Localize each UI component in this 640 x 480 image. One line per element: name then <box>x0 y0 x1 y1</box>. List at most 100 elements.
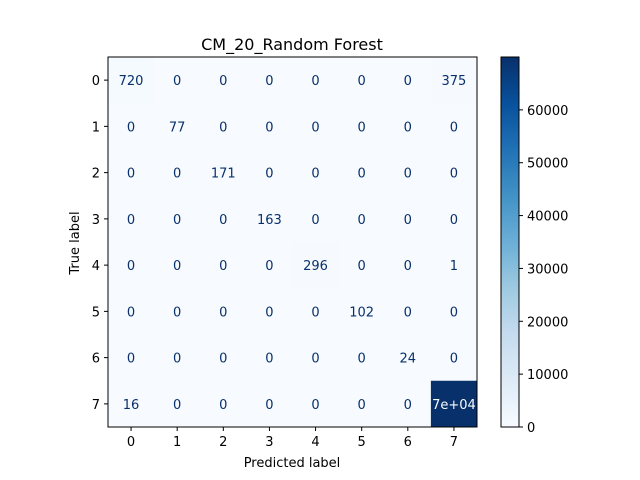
cell-value-label: 0 <box>219 74 227 89</box>
colorbar-tick-label: 40000 <box>527 210 568 225</box>
heatmap-cell <box>200 103 247 150</box>
heatmap-cell <box>246 57 293 104</box>
cell-value-label: 1 <box>450 259 458 274</box>
cell-value-label: 0 <box>265 398 273 413</box>
cell-value-label: 0 <box>173 259 181 274</box>
x-tick-label: 1 <box>173 435 181 450</box>
cell-value-label: 0 <box>127 120 135 135</box>
cell-value-label: 0 <box>219 398 227 413</box>
cell-value-label: 0 <box>173 398 181 413</box>
heatmap-cell <box>200 288 247 335</box>
cell-value-label: 0 <box>358 213 366 228</box>
cell-value-label: 163 <box>257 213 282 228</box>
heatmap-cell <box>292 334 340 382</box>
cell-value-label: 0 <box>265 120 273 135</box>
colorbar-tick-label: 0 <box>527 421 535 436</box>
heatmap-cell <box>292 288 340 335</box>
heatmap-cell <box>292 149 340 197</box>
colorbar-tick-label: 30000 <box>527 262 568 277</box>
cell-value-label: 0 <box>404 259 412 274</box>
cell-value-label: 16 <box>123 398 140 413</box>
cell-value-label: 0 <box>219 259 227 274</box>
colorbar <box>500 56 520 428</box>
cell-value-label: 0 <box>265 167 273 182</box>
cell-value-label: 0 <box>265 352 273 367</box>
heatmap-cell <box>108 149 155 197</box>
heatmap-cell <box>154 195 201 243</box>
cell-value-label: 0 <box>450 213 458 228</box>
cell-value-label: 0 <box>311 398 319 413</box>
cell-value-label: 77 <box>169 120 186 135</box>
cell-value-label: 0 <box>173 352 181 367</box>
heatmap-cell <box>384 57 432 104</box>
cell-value-label: 0 <box>358 259 366 274</box>
x-tick-label: 5 <box>358 435 366 450</box>
cell-value-label: 0 <box>127 213 135 228</box>
heatmap-cell <box>246 288 293 335</box>
heatmap-cell <box>338 57 386 104</box>
cell-value-label: 0 <box>450 167 458 182</box>
plot-frame <box>107 56 478 428</box>
cell-value-label: 171 <box>211 167 236 182</box>
cell-value-label: 0 <box>219 352 227 367</box>
chart-title: CM_20_Random Forest <box>201 35 383 55</box>
cell-value-label: 0 <box>404 305 412 320</box>
heatmap-cell <box>384 242 432 289</box>
heatmap-cell <box>430 195 478 243</box>
x-tick-label: 4 <box>311 435 319 450</box>
heatmap-cell <box>154 242 201 289</box>
x-axis-label: Predicted label <box>244 456 341 471</box>
cell-value-label: 0 <box>358 398 366 413</box>
heatmap-cell-labels: 720 0 0 0 0 0 0 375 0 77 0 0 0 0 0 0 0 0 171 0 0 0 0 0 0 0 0 163 0 0 0… <box>119 74 476 413</box>
cell-value-label: 0 <box>219 120 227 135</box>
cell-value-label: 375 <box>442 74 467 89</box>
y-tick-label: 4 <box>92 259 100 274</box>
heatmap-cell <box>430 103 478 150</box>
heatmap-cell <box>154 103 201 150</box>
heatmap-cell <box>338 103 386 150</box>
cell-value-label: 0 <box>311 352 319 367</box>
heatmap-cell <box>338 242 386 289</box>
cell-value-label: 0 <box>127 259 135 274</box>
cell-value-label: 720 <box>119 74 144 89</box>
heatmap-cell <box>200 242 247 289</box>
y-tick-label: 0 <box>92 74 100 89</box>
heatmap-cell <box>108 288 155 335</box>
heatmap-cell <box>246 380 293 428</box>
cell-value-label: 24 <box>400 352 417 367</box>
x-tick-label: 6 <box>404 435 412 450</box>
heatmap-cell <box>108 380 155 428</box>
heatmap-cell <box>384 380 432 428</box>
y-tick-label: 3 <box>92 213 100 228</box>
heatmap-cell <box>384 103 432 150</box>
heatmap-cell <box>246 103 293 150</box>
heatmap-cell <box>430 288 478 335</box>
colorbar-tick-label: 20000 <box>527 315 568 330</box>
cell-value-label: 0 <box>127 305 135 320</box>
cell-value-label: 0 <box>265 305 273 320</box>
cell-value-label: 0 <box>311 167 319 182</box>
cell-value-label: 0 <box>358 120 366 135</box>
heatmap-cell <box>154 380 201 428</box>
heatmap-cell <box>200 380 247 428</box>
y-axis-ticks: 0 1 2 3 4 5 6 7 <box>92 74 108 413</box>
y-tick-label: 6 <box>92 352 100 367</box>
cell-value-label: 0 <box>358 74 366 89</box>
cell-value-label: 0 <box>450 305 458 320</box>
x-tick-label: 2 <box>219 435 227 450</box>
cell-value-label: 0 <box>265 259 273 274</box>
cell-value-label: 0 <box>450 120 458 135</box>
heatmap-cell <box>200 57 247 104</box>
colorbar-tick-label: 10000 <box>527 368 568 383</box>
heatmap-cell <box>154 57 201 104</box>
heatmap-cell <box>430 149 478 197</box>
cell-value-label: 0 <box>219 213 227 228</box>
heatmap-cell <box>108 195 155 243</box>
cell-value-label: 0 <box>311 120 319 135</box>
cell-value-label: 0 <box>173 305 181 320</box>
heatmap-cell <box>246 195 293 243</box>
cell-value-label: 7e+04 <box>432 398 476 413</box>
colorbar-ticks: 0 10000 20000 30000 40000 50000 60000 <box>519 104 568 436</box>
heatmap-cell <box>108 57 155 104</box>
